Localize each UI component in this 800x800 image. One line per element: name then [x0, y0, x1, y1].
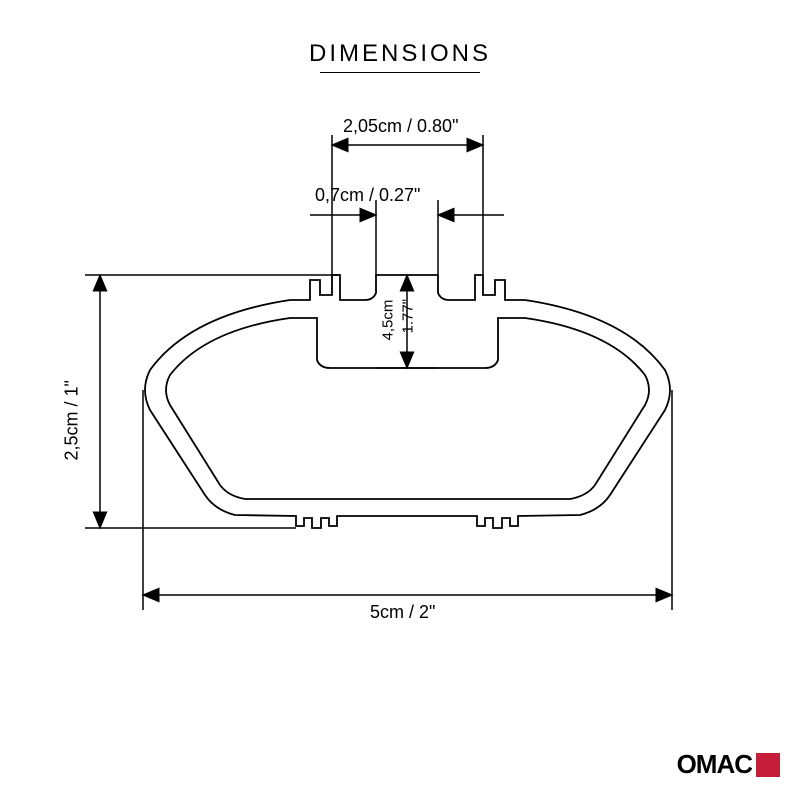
dim-top-outer: 2,05cm / 0.80" — [343, 116, 458, 137]
title-underline — [320, 72, 480, 73]
dim-height: 2,5cm / 1" — [62, 380, 83, 460]
brand-logo: OMAC — [677, 749, 780, 780]
dim-top-inner: 0,7cm / 0.27" — [315, 185, 420, 206]
dim-depth-left: 4,5cm — [380, 300, 397, 341]
logo-text: OMAC — [677, 749, 752, 780]
dim-width: 5cm / 2" — [370, 602, 435, 623]
dimension-diagram: 2,05cm / 0.80" 0,7cm / 0.27" 4,5cm 1.77"… — [60, 100, 740, 680]
dim-depth-right: 1.77" — [400, 299, 417, 334]
page-title: DIMENSIONS — [309, 40, 491, 68]
logo-accent-box — [756, 753, 780, 777]
